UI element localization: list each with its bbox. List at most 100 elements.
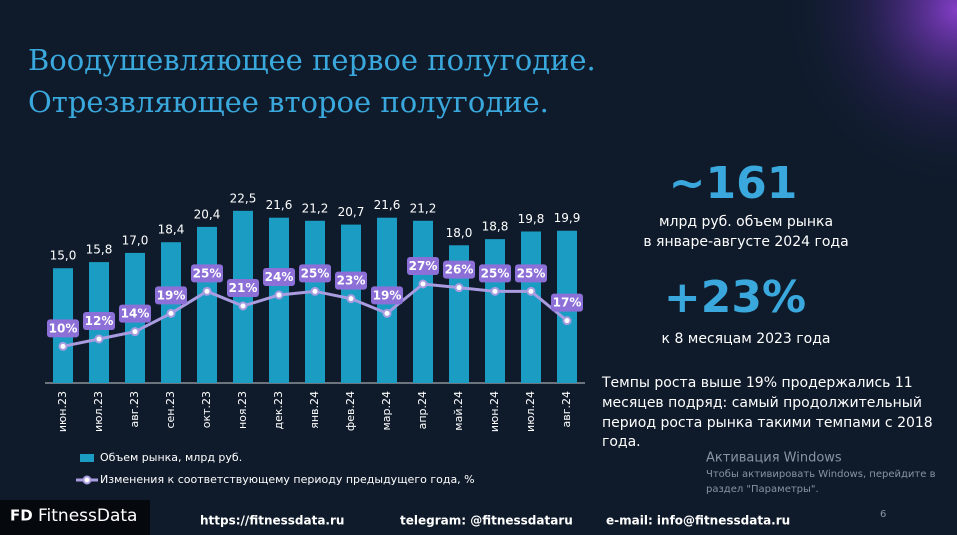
point [202,286,212,296]
label-box [119,304,151,323]
data-label: 17,0 [122,233,149,247]
point [166,308,176,318]
bar [305,220,325,383]
data-label: 15,8 [86,243,113,257]
data-label: 26% [445,263,474,277]
data-label: 20,4 [194,207,221,221]
stat-text: в январе-августе 2024 года [643,234,848,250]
logo-name: FitnessData [38,506,137,526]
x-tick-label: авг.23 [128,391,141,428]
data-label: 19% [157,288,186,302]
bar [485,239,505,383]
label-box [371,286,403,305]
label-box [47,319,79,338]
label-box [443,260,475,279]
note: период роста рынка такими темпами с 2018 [602,415,933,431]
x-tick-label: июн.24 [488,391,501,432]
data-label: 25% [481,266,510,280]
label-box [263,268,295,286]
legend-swatch [80,454,94,462]
data-label: 18,4 [158,223,185,237]
bar [197,226,217,383]
data-label: 17% [553,296,582,310]
data-label: 27% [409,259,438,273]
point [310,286,320,296]
bar [269,217,289,383]
data-label: 19,9 [554,211,581,225]
data-label: 25% [193,266,222,280]
data-label: 19% [373,288,402,302]
stat-value: +23% [664,272,806,323]
note: Темпы роста выше 19% продержались 11 [601,375,913,391]
label-box [551,293,583,312]
data-label: 21,2 [410,201,437,215]
x-tick-label: май.24 [452,391,465,431]
watermark: Активация Windows [706,451,842,466]
label-box [479,264,511,283]
x-tick-label: сен.23 [164,391,177,429]
legend-label: Изменения к соответствующему периоду пре… [100,473,475,486]
label-box [83,312,115,330]
label-box [407,257,439,275]
point [418,279,428,289]
x-tick-label: мар.24 [380,391,393,431]
label-box [335,271,367,290]
x-tick-label: июл.24 [524,391,537,432]
x-tick-label: авг.24 [560,391,573,428]
data-label: 21% [229,281,258,295]
x-tick-label: янв.24 [308,391,321,429]
glow [760,0,957,200]
note: месяцев подряд: самый продолжительный [602,395,922,411]
page-number: 6 [880,509,886,520]
bar [521,231,541,383]
data-label: 18,0 [446,226,473,240]
note: года. [602,434,641,450]
bar [449,245,469,383]
data-label: 21,6 [266,198,293,212]
label-box [515,264,547,283]
label-box [299,264,331,283]
logo-mark: FD [10,507,33,525]
legend-swatch [82,475,92,485]
data-label: 10% [49,321,78,335]
label-box [227,279,259,297]
title: Воодушевляющее первое полугодие. [28,43,596,77]
data-label: 12% [85,314,114,328]
data-label: 23% [337,274,366,288]
watermark: раздел "Параметры". [706,484,819,495]
data-label: 25% [301,266,330,280]
footer-link[interactable]: https://fitnessdata.ru [200,514,344,528]
data-label: 24% [265,270,294,284]
data-label: 18,8 [482,220,509,234]
data-label: 21,2 [302,201,329,215]
x-tick-label: фев.24 [344,391,357,431]
data-label: 15,0 [50,249,77,263]
point [562,316,572,326]
point [238,301,248,311]
point [454,283,464,293]
title: Отрезвляющее второе полугодие. [28,85,549,119]
data-label: 19,8 [518,212,545,226]
x-tick-label: дек.23 [272,391,285,430]
point [382,308,392,318]
point [58,341,68,351]
data-label: 14% [121,307,150,321]
label-box [191,264,223,283]
x-tick-label: июл.23 [92,391,105,432]
point [490,286,500,296]
bar [341,224,361,383]
stat-text: млрд руб. объем рынка [659,214,833,230]
bar [413,220,433,383]
point [274,290,284,300]
x-tick-label: июн.23 [56,391,69,432]
data-label: 25% [517,266,546,280]
stat-text: к 8 месяцам 2023 года [662,331,831,347]
footer-link[interactable]: e-mail: info@fitnessdata.ru [606,514,790,528]
legend-label: Объем рынка, млрд руб. [100,451,242,464]
point [346,294,356,304]
footer-link[interactable]: telegram: @fitnessdataru [400,514,573,528]
stat-value: ~161 [669,158,798,209]
point [526,286,536,296]
x-tick-label: окт.23 [200,391,213,428]
